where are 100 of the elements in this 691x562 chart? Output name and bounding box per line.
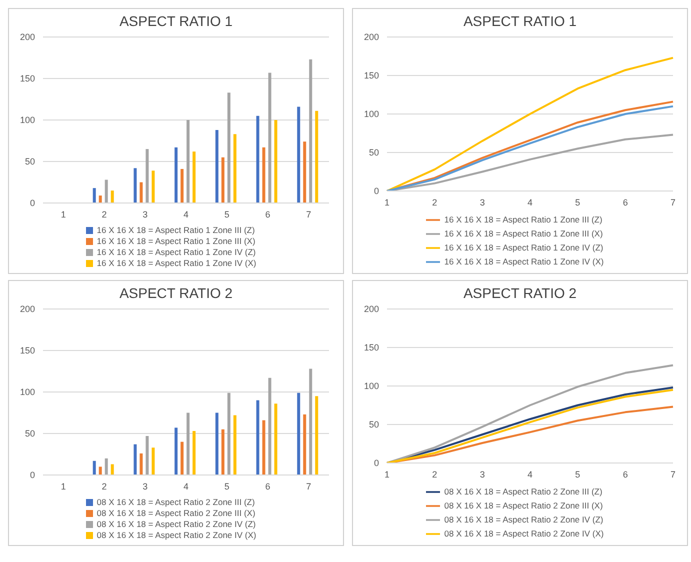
legend-label: 16 X 16 X 18 = Aspect Ratio 1 Zone IV (X)	[444, 256, 604, 266]
bar	[140, 453, 143, 475]
legend-label: 16 X 16 X 18 = Aspect Ratio 1 Zone IV (Z)	[96, 247, 256, 257]
x-tick-label: 5	[224, 209, 230, 220]
y-tick-label: 200	[364, 32, 379, 42]
y-tick-label: 50	[24, 156, 35, 167]
bar	[92, 460, 96, 475]
bar	[140, 182, 143, 203]
legend-label: 16 X 16 X 18 = Aspect Ratio 1 Zone IV (Z)	[444, 242, 604, 252]
x-tick-label: 5	[224, 481, 230, 492]
y-tick-label: 100	[364, 381, 379, 392]
y-tick-label: 50	[368, 148, 379, 158]
legend-label: 16 X 16 X 18 = Aspect Ratio 1 Zone III (X)	[96, 236, 256, 246]
bar	[233, 415, 236, 475]
bar	[262, 420, 266, 475]
bar	[215, 412, 218, 475]
legend-label: 08 X 16 X 18 = Aspect Ratio 2 Zone III (Z)	[96, 497, 255, 507]
y-tick-label: 0	[374, 186, 379, 196]
bar	[215, 130, 218, 203]
bar	[221, 157, 224, 203]
bar	[92, 188, 96, 203]
line-series	[386, 364, 674, 463]
y-tick-label: 150	[20, 346, 35, 356]
x-tick-label: 5	[575, 197, 580, 208]
y-tick-label: 150	[20, 74, 35, 84]
x-tick-label: 5	[575, 469, 580, 480]
y-tick-label: 100	[364, 109, 379, 120]
x-tick-label: 1	[60, 481, 66, 492]
legend-label: 16 X 16 X 18 = Aspect Ratio 1 Zone IV (X)	[96, 258, 256, 268]
bar	[174, 428, 178, 475]
x-tick-label: 6	[622, 197, 628, 208]
bar	[233, 134, 236, 203]
x-tick-label: 6	[622, 469, 628, 480]
bar	[227, 392, 230, 475]
x-tick-label: 1	[60, 209, 66, 220]
bar	[192, 152, 196, 203]
y-tick-label: 100	[20, 387, 35, 398]
bar	[110, 464, 114, 475]
legend-label: 08 X 16 X 18 = Aspect Ratio 2 Zone IV (Z)	[444, 514, 604, 524]
x-tick-label: 2	[432, 197, 438, 208]
legend-label: 16 X 16 X 18 = Aspect Ratio 1 Zone III (X)	[444, 228, 603, 238]
x-tick-label: 6	[265, 209, 270, 220]
y-tick-label: 200	[20, 304, 35, 314]
y-tick-label: 150	[364, 342, 379, 353]
legend-label: 08 X 16 X 18 = Aspect Ratio 2 Zone IV (X)	[96, 530, 256, 540]
bar	[98, 466, 102, 475]
bar	[192, 431, 196, 475]
bar	[186, 120, 190, 203]
x-tick-label: 7	[670, 469, 676, 480]
bar	[104, 180, 108, 203]
x-tick-label: 4	[527, 197, 533, 208]
bar	[309, 368, 312, 475]
bar	[146, 149, 149, 203]
bar	[274, 404, 278, 475]
chart-title: ASPECT RATIO 1	[118, 12, 234, 31]
bar	[110, 190, 114, 203]
bar	[180, 168, 184, 203]
x-tick-label: 6	[265, 481, 270, 492]
bar	[297, 392, 300, 475]
bar	[303, 414, 306, 475]
bar	[146, 436, 149, 475]
x-tick-label: 3	[480, 469, 485, 480]
bar	[256, 116, 260, 203]
bar	[268, 72, 272, 203]
x-tick-label: 4	[183, 481, 189, 492]
legend-label: 16 X 16 X 18 = Aspect Ratio 1 Zone III (Z)	[96, 225, 255, 235]
line-series	[386, 56, 674, 191]
x-tick-label: 4	[183, 209, 189, 220]
bar	[174, 147, 178, 203]
bar	[227, 92, 230, 203]
y-tick-label: 100	[20, 115, 35, 126]
bar	[104, 458, 108, 475]
bar	[297, 106, 300, 203]
chart-title: ASPECT RATIO 2	[118, 284, 234, 303]
bar	[274, 120, 278, 203]
bar	[152, 448, 155, 475]
x-tick-label: 3	[480, 197, 485, 208]
x-tick-label: 4	[527, 469, 533, 480]
bar	[134, 168, 137, 203]
bar	[315, 396, 318, 475]
bar	[152, 170, 155, 203]
legend-label: 08 X 16 X 18 = Aspect Ratio 2 Zone IV (Z)	[96, 519, 256, 529]
bar	[315, 110, 318, 203]
bar	[221, 429, 224, 475]
x-tick-label: 2	[432, 469, 438, 480]
legend-label: 08 X 16 X 18 = Aspect Ratio 2 Zone III (X)	[444, 500, 603, 510]
y-tick-label: 200	[20, 32, 35, 42]
y-tick-label: 0	[30, 198, 35, 208]
legend-label: 08 X 16 X 18 = Aspect Ratio 2 Zone IV (X)	[444, 528, 604, 538]
y-tick-label: 200	[364, 304, 379, 314]
x-tick-label: 7	[306, 209, 312, 220]
bar	[309, 59, 312, 203]
bar	[98, 196, 102, 203]
legend-label: 16 X 16 X 18 = Aspect Ratio 1 Zone III (Z)	[444, 214, 602, 224]
chart-title: ASPECT RATIO 1	[462, 12, 578, 31]
x-tick-label: 2	[102, 481, 107, 492]
bar	[134, 444, 137, 475]
y-tick-label: 50	[24, 428, 35, 439]
bar	[180, 442, 184, 475]
y-tick-label: 150	[364, 70, 379, 81]
